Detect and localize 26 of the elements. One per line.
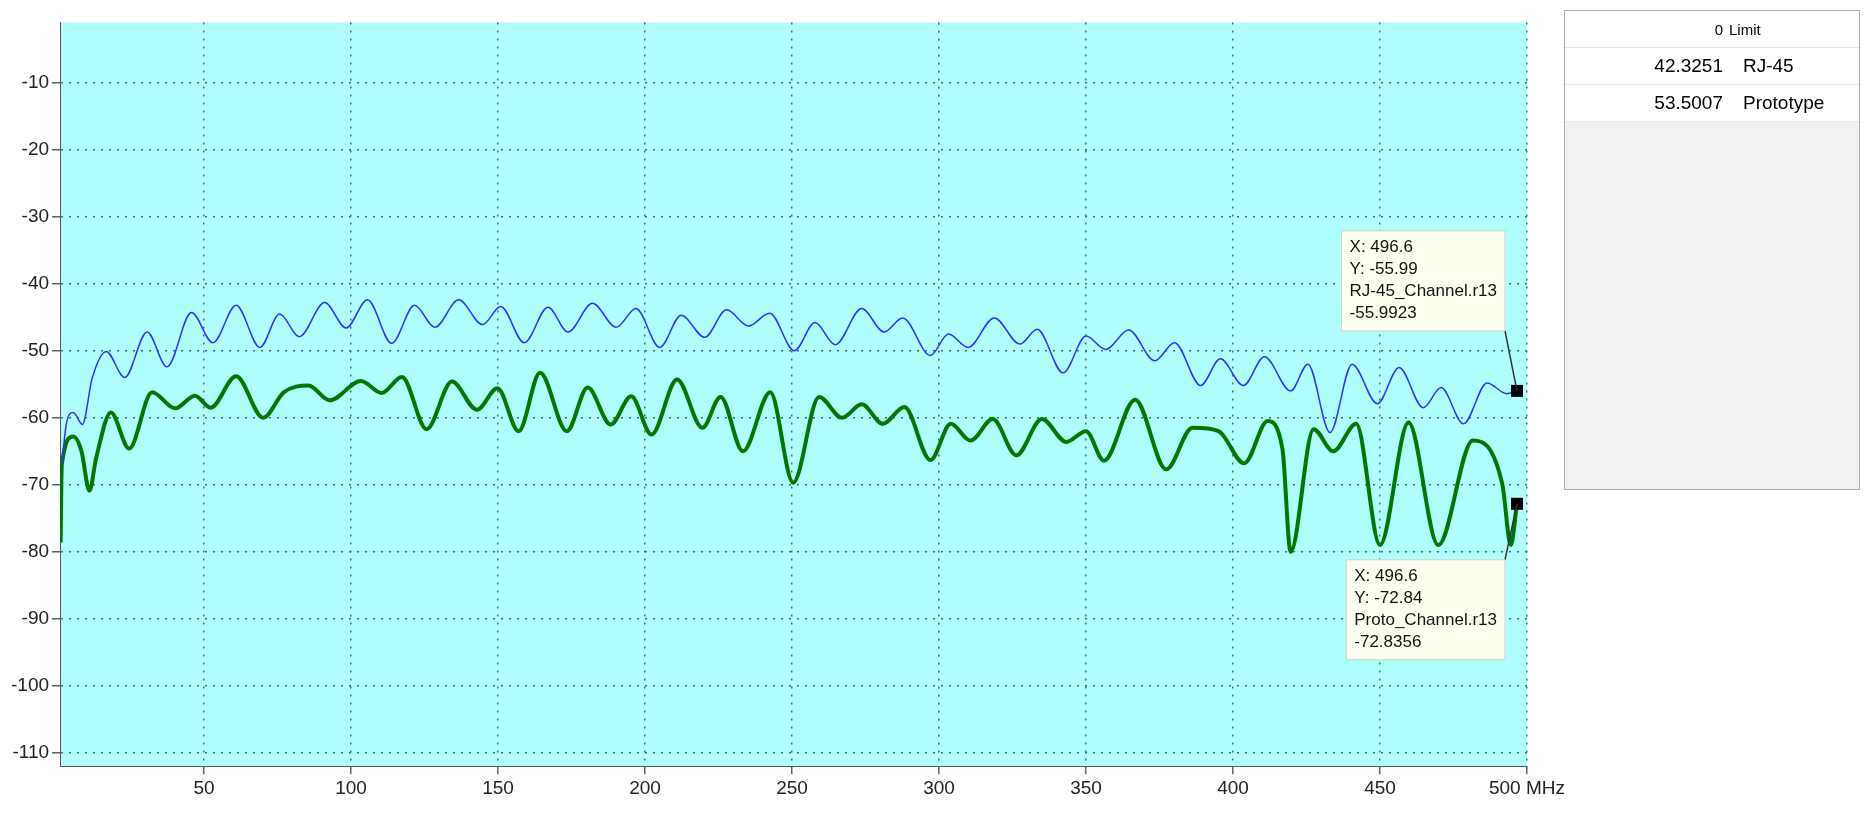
text: 0 Limit (1713, 20, 1761, 38)
x-tick-label: 100 (335, 776, 367, 798)
y-tick-label: -100 (11, 674, 50, 696)
y-tick-label: -10 (21, 70, 50, 92)
x-tick-label: 250 (776, 776, 808, 798)
y-tick-label: -20 (21, 137, 50, 159)
x-tick-label: 500 MHz (1488, 776, 1565, 798)
annotation: X: 496.6 Y: -55.99 RJ-45_Channel.r13 -55.9923 (1349, 237, 1497, 323)
x-tick-label: 400 (1217, 776, 1249, 798)
y-tick-label: -30 (21, 204, 50, 226)
x-tick-label: 450 (1364, 776, 1396, 798)
x-tick-label: 200 (629, 776, 661, 798)
x-tick-label: 150 (482, 776, 514, 798)
y-tick-label: -60 (21, 405, 50, 427)
x-tick-label: 300 (923, 776, 955, 798)
text: 42.3251 RJ-45 (1653, 55, 1794, 77)
y-tick-label: -50 (21, 338, 50, 360)
y-tick-label: -90 (21, 607, 50, 629)
x-tick-label: 50 (193, 776, 215, 798)
y-tick-label: -80 (21, 540, 50, 562)
y-tick-label: -40 (21, 271, 50, 293)
y-tick-label: -70 (21, 473, 50, 494)
annotation: X: 496.6 Y: -72.84 Proto_Channel.r13 -72.8356 (1354, 565, 1497, 651)
x-tick-label: 350 (1070, 776, 1102, 798)
text: 53.5007 Prototype (1653, 92, 1825, 114)
y-tick-label: -110 (12, 741, 50, 763)
